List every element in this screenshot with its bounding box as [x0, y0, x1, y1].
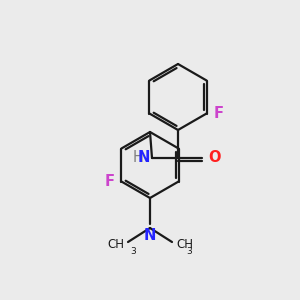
Text: F: F — [214, 106, 224, 121]
Text: 3: 3 — [130, 247, 136, 256]
Text: H: H — [132, 149, 143, 164]
Text: O: O — [208, 151, 220, 166]
Text: N: N — [144, 228, 156, 243]
Text: N: N — [138, 149, 150, 164]
Text: F: F — [104, 174, 114, 189]
Text: CH: CH — [176, 238, 193, 250]
Text: CH: CH — [107, 238, 124, 250]
Text: 3: 3 — [186, 247, 192, 256]
